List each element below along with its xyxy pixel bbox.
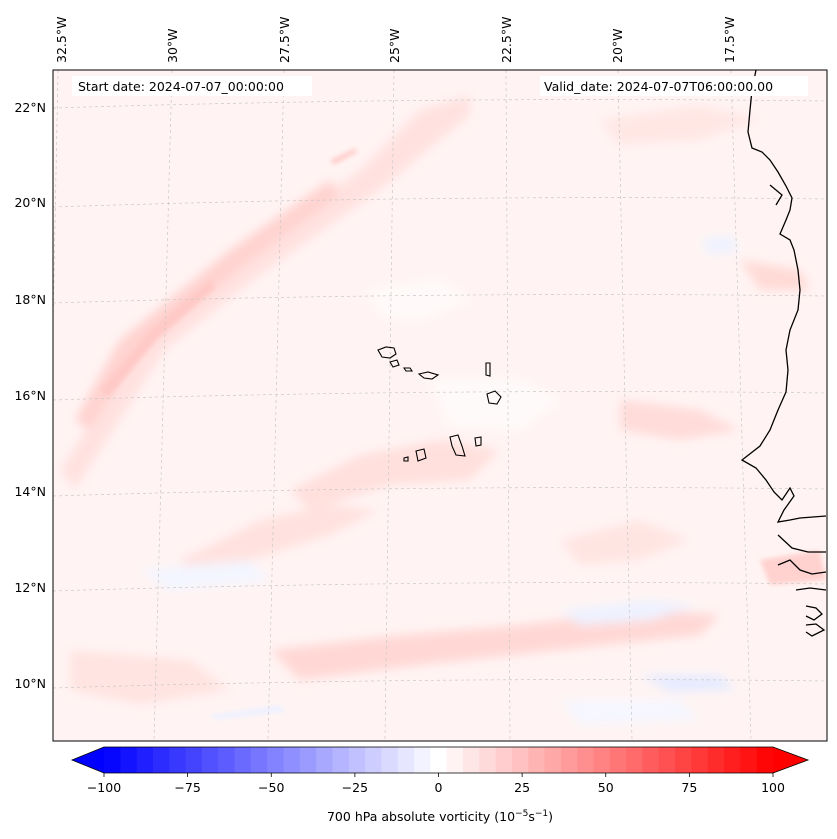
lat-label-22n: 22°N <box>14 100 46 115</box>
colorbar-low-extend <box>72 747 104 773</box>
colorbar-tick-label: 0 <box>435 780 443 795</box>
lat-label-18n: 18°N <box>14 292 46 307</box>
colorbar-cells <box>104 747 774 773</box>
colorbar-cell <box>169 747 187 773</box>
colorbar-cell <box>234 747 252 773</box>
colorbar-cell <box>381 747 399 773</box>
colorbar-cell <box>136 747 154 773</box>
colorbar-cell <box>756 747 774 773</box>
african-coastline <box>740 70 827 523</box>
coastlines <box>740 70 827 637</box>
colorbar-cell <box>120 747 138 773</box>
lon-label-30w: 30°W <box>165 28 180 63</box>
lon-label-22-5w: 22.5°W <box>499 17 514 63</box>
colorbar-cell <box>724 747 741 773</box>
colorbar-cell <box>201 747 219 773</box>
longitude-labels: 32.5°W 30°W 27.5°W 25°W 22.5°W 20°W 17.5… <box>54 17 737 63</box>
colorbar-cell <box>642 747 660 773</box>
island-maio <box>474 436 482 447</box>
lat-label-10n: 10°N <box>14 676 46 691</box>
colorbar-cell <box>675 747 693 773</box>
colorbar-tick-label: 25 <box>514 780 530 795</box>
colorbar-cell <box>658 747 676 773</box>
island-santo-antao <box>377 346 397 359</box>
island-sao-vicente <box>389 359 400 368</box>
colorbar-tick-label: 100 <box>761 780 785 795</box>
island-boa-vista <box>486 390 502 405</box>
lat-label-14n: 14°N <box>14 484 46 499</box>
colorbar-cell <box>316 747 334 773</box>
colorbar-cell <box>691 747 709 773</box>
colorbar-cell <box>528 747 546 773</box>
colorbar-cell <box>250 747 268 773</box>
colorbar-cell <box>185 747 203 773</box>
colorbar-cell <box>430 747 448 773</box>
colorbar-cell <box>299 747 317 773</box>
map-panel: Start date: 2024-07-07_00:00:00 Valid_da… <box>14 17 828 742</box>
colorbar-high-extend <box>773 747 808 773</box>
lon-label-25w: 25°W <box>387 28 402 63</box>
cabo-verde-islands <box>377 346 502 462</box>
colorbar-cell <box>626 747 644 773</box>
colorbar-cell <box>740 747 758 773</box>
lat-label-16n: 16°N <box>14 388 46 403</box>
island-sao-nicolau <box>417 371 440 380</box>
latitude-labels: 22°N 20°N 18°N 16°N 14°N 12°N 10°N <box>14 100 46 691</box>
colorbar-cell <box>348 747 366 773</box>
colorbar-tick-label: −75 <box>174 780 200 795</box>
valid-date-box <box>540 76 808 96</box>
vorticity-bands <box>60 95 810 725</box>
colorbar-cell <box>283 747 301 773</box>
lon-label-17-5w: 17.5°W <box>722 17 737 63</box>
colorbar-label: 700 hPa absolute vorticity (10−5s−1) <box>327 809 553 824</box>
colorbar-cell <box>267 747 285 773</box>
island-brava <box>403 456 409 462</box>
lon-label-32-5w: 32.5°W <box>54 17 69 63</box>
colorbar-cell <box>104 747 121 773</box>
colorbar-cell <box>397 747 415 773</box>
start-date-label: Start date: 2024-07-07_00:00:00 <box>78 79 284 94</box>
colorbar-cell <box>479 747 497 773</box>
colorbar: −100 −75 −50 −25 0 25 50 75 100 700 hPa absolute… <box>70 746 810 824</box>
colorbar-cell <box>446 747 464 773</box>
colorbar-cell <box>593 747 611 773</box>
colorbar-cell <box>495 747 513 773</box>
lon-label-20w: 20°W <box>610 28 625 63</box>
gridlines <box>53 70 827 741</box>
colorbar-tick-label: −25 <box>342 780 368 795</box>
island-sal <box>485 362 491 377</box>
lat-label-12n: 12°N <box>14 580 46 595</box>
colorbar-cell <box>577 747 595 773</box>
island-fogo <box>415 448 427 462</box>
colorbar-cell <box>414 747 431 773</box>
colorbar-tick-label: −50 <box>258 780 284 795</box>
colorbar-tick-label: −100 <box>87 780 121 795</box>
island-santa-luzia <box>402 367 414 372</box>
valid-date-label: Valid_date: 2024-07-07T06:00:00.00 <box>544 79 773 94</box>
colorbar-cell <box>332 747 350 773</box>
colorbar-cell <box>365 747 382 773</box>
colorbar-cell <box>560 747 578 773</box>
start-date-box <box>72 76 312 96</box>
colorbar-cell <box>609 747 627 773</box>
lon-label-27-5w: 27.5°W <box>277 17 292 63</box>
vorticity-streaks <box>100 148 826 720</box>
colorbar-cell <box>544 747 562 773</box>
map-frame <box>52 69 828 742</box>
colorbar-cell <box>462 747 480 773</box>
colorbar-cell <box>152 747 170 773</box>
island-santiago <box>449 434 466 457</box>
colorbar-cell <box>707 747 725 773</box>
lat-label-20n: 20°N <box>14 195 46 210</box>
colorbar-tick-label: 75 <box>681 780 697 795</box>
colorbar-cell <box>218 747 236 773</box>
vorticity-field <box>60 95 826 725</box>
colorbar-cell <box>511 747 529 773</box>
colorbar-ticks: −100 −75 −50 −25 0 25 50 75 100 <box>87 773 785 795</box>
colorbar-tick-label: 50 <box>598 780 614 795</box>
